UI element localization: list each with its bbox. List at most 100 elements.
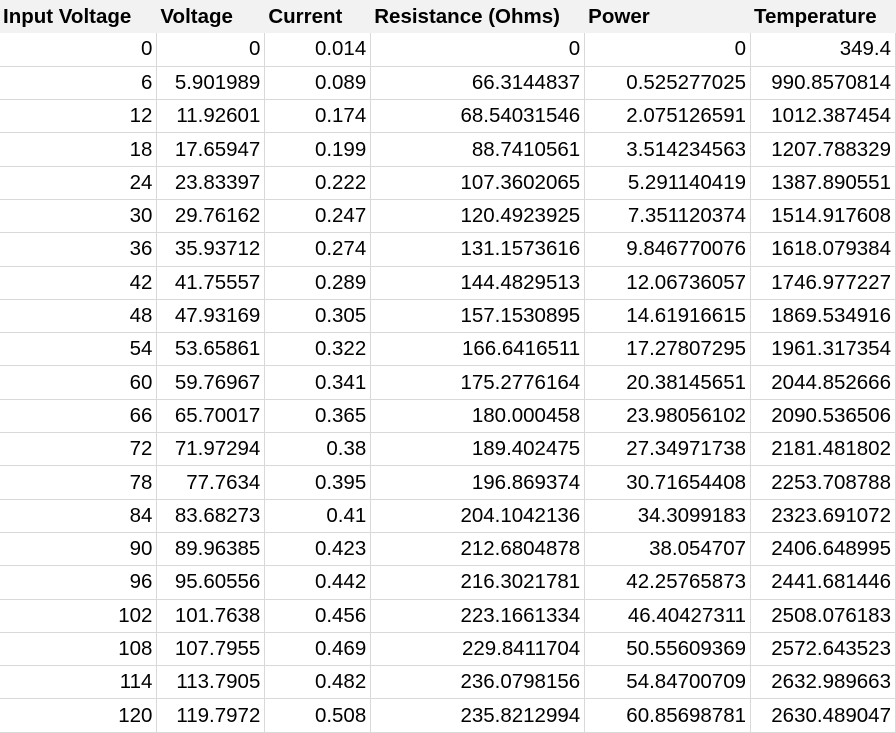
table-cell[interactable]: 2572.643523	[750, 632, 896, 667]
table-cell[interactable]: 84	[0, 499, 158, 533]
table-cell[interactable]: 42.25765873	[584, 565, 752, 600]
table-cell[interactable]: 0.014	[264, 33, 372, 67]
table-cell[interactable]: 107.3602065	[370, 166, 586, 200]
table-cell[interactable]: 0.395	[264, 465, 372, 500]
table-cell[interactable]: 24	[0, 166, 158, 200]
table-cell[interactable]: 48	[0, 299, 158, 334]
table-cell[interactable]: 102	[0, 599, 158, 633]
table-cell[interactable]: 180.000458	[370, 399, 586, 434]
header-cell[interactable]: Voltage	[156, 0, 266, 33]
table-cell[interactable]: 41.75557	[156, 266, 266, 300]
header-cell[interactable]: Input Voltage	[0, 0, 158, 33]
table-cell[interactable]: 38.054707	[584, 532, 752, 567]
table-cell[interactable]: 83.68273	[156, 499, 266, 533]
table-cell[interactable]: 46.40427311	[584, 599, 752, 633]
table-cell[interactable]: 2181.481802	[750, 432, 896, 467]
table-cell[interactable]: 66	[0, 399, 158, 434]
table-cell[interactable]: 18	[0, 132, 158, 167]
table-cell[interactable]: 60	[0, 365, 158, 400]
table-cell[interactable]: 2044.852666	[750, 365, 896, 400]
table-cell[interactable]: 1012.387454	[750, 99, 896, 134]
table-cell[interactable]: 96	[0, 565, 158, 600]
table-cell[interactable]: 0.508	[264, 698, 372, 733]
table-cell[interactable]: 0.222	[264, 166, 372, 200]
table-cell[interactable]: 50.55609369	[584, 632, 752, 667]
table-cell[interactable]: 113.7905	[156, 665, 266, 700]
table-cell[interactable]: 12	[0, 99, 158, 134]
table-cell[interactable]: 2323.691072	[750, 499, 896, 533]
table-cell[interactable]: 1387.890551	[750, 166, 896, 200]
table-cell[interactable]: 53.65861	[156, 332, 266, 367]
table-cell[interactable]: 2508.076183	[750, 599, 896, 633]
table-cell[interactable]: 2441.681446	[750, 565, 896, 600]
table-cell[interactable]: 0.322	[264, 332, 372, 367]
table-cell[interactable]: 27.34971738	[584, 432, 752, 467]
table-cell[interactable]: 5.291140419	[584, 166, 752, 200]
table-cell[interactable]: 236.0798156	[370, 665, 586, 700]
table-cell[interactable]: 0.174	[264, 99, 372, 134]
table-cell[interactable]: 349.4	[750, 33, 896, 67]
table-cell[interactable]: 157.1530895	[370, 299, 586, 334]
table-cell[interactable]: 29.76162	[156, 199, 266, 234]
table-cell[interactable]: 108	[0, 632, 158, 667]
table-cell[interactable]: 0.199	[264, 132, 372, 167]
header-cell[interactable]: Temperature	[750, 0, 896, 33]
table-cell[interactable]: 204.1042136	[370, 499, 586, 533]
table-cell[interactable]: 166.6416511	[370, 332, 586, 367]
table-cell[interactable]: 23.83397	[156, 166, 266, 200]
table-cell[interactable]: 120	[0, 698, 158, 733]
table-cell[interactable]: 12.06736057	[584, 266, 752, 300]
table-cell[interactable]: 5.901989	[156, 66, 266, 101]
table-cell[interactable]: 54.84700709	[584, 665, 752, 700]
table-cell[interactable]: 0	[0, 33, 158, 67]
table-cell[interactable]: 1869.534916	[750, 299, 896, 334]
table-cell[interactable]: 2.075126591	[584, 99, 752, 134]
table-cell[interactable]: 6	[0, 66, 158, 101]
table-cell[interactable]: 11.92601	[156, 99, 266, 134]
table-cell[interactable]: 65.70017	[156, 399, 266, 434]
table-cell[interactable]: 990.8570814	[750, 66, 896, 101]
table-cell[interactable]: 23.98056102	[584, 399, 752, 434]
table-cell[interactable]: 0.442	[264, 565, 372, 600]
table-cell[interactable]: 0.365	[264, 399, 372, 434]
header-cell[interactable]: Power	[584, 0, 752, 33]
table-cell[interactable]: 101.7638	[156, 599, 266, 633]
table-cell[interactable]: 60.85698781	[584, 698, 752, 733]
table-cell[interactable]: 0.456	[264, 599, 372, 633]
table-cell[interactable]: 30	[0, 199, 158, 234]
table-cell[interactable]: 1961.317354	[750, 332, 896, 367]
table-cell[interactable]: 1746.977227	[750, 266, 896, 300]
table-cell[interactable]: 0.305	[264, 299, 372, 334]
table-cell[interactable]: 14.61916615	[584, 299, 752, 334]
table-cell[interactable]: 1618.079384	[750, 232, 896, 267]
table-cell[interactable]: 72	[0, 432, 158, 467]
table-cell[interactable]: 90	[0, 532, 158, 567]
table-cell[interactable]: 17.65947	[156, 132, 266, 167]
table-cell[interactable]: 1514.917608	[750, 199, 896, 234]
table-cell[interactable]: 0.274	[264, 232, 372, 267]
table-cell[interactable]: 9.846770076	[584, 232, 752, 267]
table-cell[interactable]: 0.341	[264, 365, 372, 400]
table-cell[interactable]: 7.351120374	[584, 199, 752, 234]
table-cell[interactable]: 0.482	[264, 665, 372, 700]
table-cell[interactable]: 0.089	[264, 66, 372, 101]
table-cell[interactable]: 17.27807295	[584, 332, 752, 367]
table-cell[interactable]: 0.469	[264, 632, 372, 667]
table-cell[interactable]: 88.7410561	[370, 132, 586, 167]
table-cell[interactable]: 216.3021781	[370, 565, 586, 600]
table-cell[interactable]: 2630.489047	[750, 698, 896, 733]
table-cell[interactable]: 175.2776164	[370, 365, 586, 400]
table-cell[interactable]: 42	[0, 266, 158, 300]
table-cell[interactable]: 30.71654408	[584, 465, 752, 500]
table-cell[interactable]: 2090.536506	[750, 399, 896, 434]
table-cell[interactable]: 114	[0, 665, 158, 700]
table-cell[interactable]: 131.1573616	[370, 232, 586, 267]
table-cell[interactable]: 0	[370, 33, 586, 67]
table-cell[interactable]: 0.423	[264, 532, 372, 567]
table-cell[interactable]: 196.869374	[370, 465, 586, 500]
table-cell[interactable]: 0	[156, 33, 266, 67]
table-cell[interactable]: 223.1661334	[370, 599, 586, 633]
table-cell[interactable]: 0.247	[264, 199, 372, 234]
table-cell[interactable]: 3.514234563	[584, 132, 752, 167]
table-cell[interactable]: 120.4923925	[370, 199, 586, 234]
